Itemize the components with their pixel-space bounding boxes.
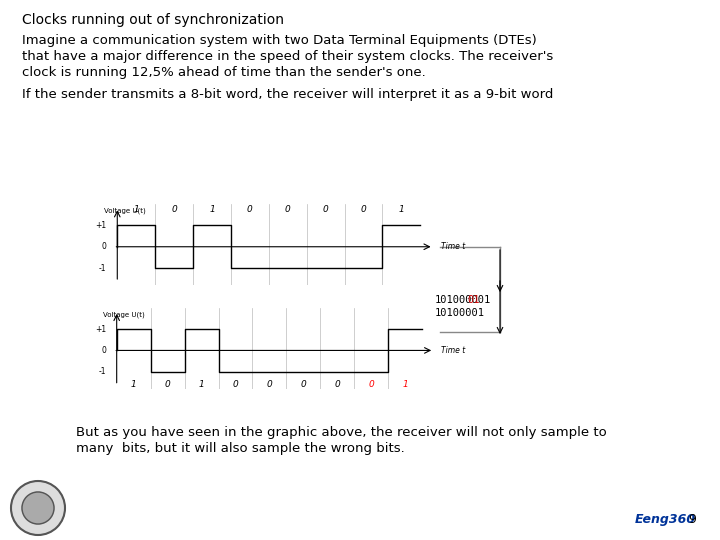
Text: 0: 0 [335,380,341,389]
Text: 0: 0 [165,380,171,389]
Text: -1: -1 [99,264,106,273]
Text: many  bits, but it will also sample the wrong bits.: many bits, but it will also sample the w… [76,442,405,455]
Text: 1: 1 [199,380,204,389]
Text: 9: 9 [688,513,696,526]
Text: But as you have seen in the graphic above, the receiver will not only sample to: But as you have seen in the graphic abov… [76,426,607,439]
Text: 0: 0 [266,380,272,389]
Text: 01: 01 [467,295,480,305]
Text: 101000001: 101000001 [435,295,491,305]
Circle shape [22,492,54,524]
Text: 0: 0 [361,205,366,214]
Text: 1: 1 [131,380,137,389]
Text: Eeng360: Eeng360 [635,513,696,526]
Text: that have a major difference in the speed of their system clocks. The receiver's: that have a major difference in the spee… [22,50,553,63]
Text: Imagine a communication system with two Data Terminal Equipments (DTEs): Imagine a communication system with two … [22,34,536,47]
Text: 1: 1 [398,205,404,214]
Text: clock is running 12,5% ahead of time than the sender's one.: clock is running 12,5% ahead of time tha… [22,66,426,79]
Text: Time t: Time t [441,346,465,355]
Text: Clocks running out of synchronization: Clocks running out of synchronization [22,13,284,27]
Text: +1: +1 [95,325,107,334]
Text: 0: 0 [102,346,107,355]
Text: -1: -1 [99,367,107,376]
Text: If the sender transmits a 8-bit word, the receiver will interpret it as a 9-bit : If the sender transmits a 8-bit word, th… [22,88,554,101]
Text: 0: 0 [101,242,106,251]
Text: 0: 0 [171,205,177,214]
Text: 1: 1 [133,205,139,214]
Text: +1: +1 [95,221,106,230]
Text: Voltage U(t): Voltage U(t) [103,312,145,318]
Text: 1: 1 [209,205,215,214]
Text: 0: 0 [369,380,374,389]
Text: Time t: Time t [441,242,465,251]
Text: 1: 1 [402,380,408,389]
Text: Voltage U(t): Voltage U(t) [104,208,145,214]
Text: 0: 0 [247,205,253,214]
Text: 0: 0 [285,205,291,214]
Text: 10100001: 10100001 [435,308,485,318]
Text: 0: 0 [323,205,328,214]
Text: 0: 0 [300,380,306,389]
Text: 0: 0 [233,380,238,389]
Circle shape [11,481,65,535]
